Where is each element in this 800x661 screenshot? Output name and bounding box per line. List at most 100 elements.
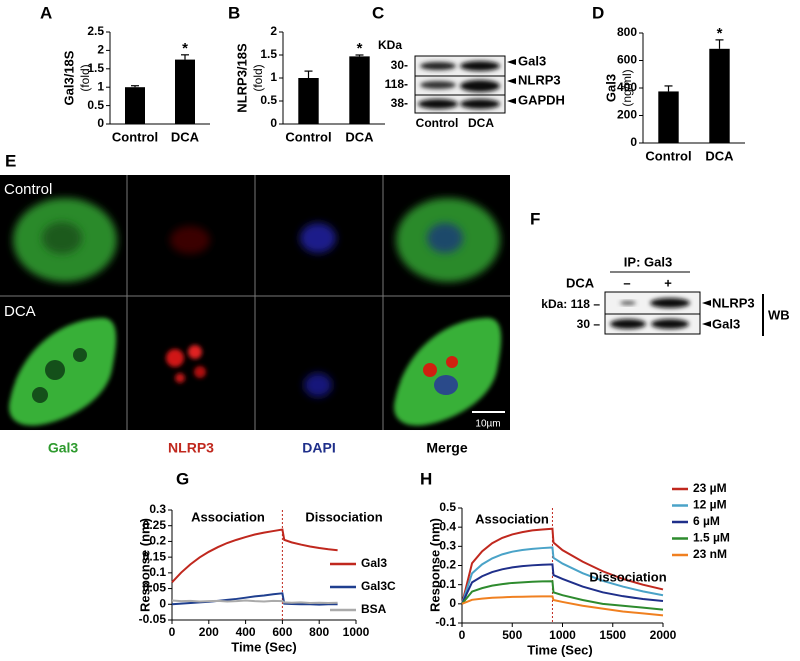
y-tick-label: -0.05 [139, 612, 167, 626]
y-tick-label: 0.5 [260, 93, 277, 107]
x-tick-label: 1500 [599, 628, 626, 642]
y-tick-label: 0.5 [87, 98, 104, 112]
y-axis-title: Gal3 [603, 74, 618, 102]
blot-marker: 30- [391, 58, 408, 72]
cell-vacuole [32, 387, 48, 403]
y-tick-label: 1.5 [260, 47, 277, 61]
x-axis-title: Time (Sec) [527, 642, 593, 657]
panel-e: E Control DCA 10µm Gal3 NLRP3 DAPI [0, 151, 510, 456]
phase-label: Association [191, 509, 265, 524]
nlrp3-spot [166, 349, 184, 367]
panel-letter: A [40, 3, 52, 22]
blot-band [610, 319, 646, 329]
phase-label: Dissociation [305, 509, 382, 524]
blot-band [650, 298, 690, 308]
y-axis-title: Response (nm) [427, 518, 442, 612]
panel-letter: H [420, 469, 432, 488]
lane-sign: + [664, 275, 672, 290]
cell-dapi [304, 373, 332, 397]
blot-marker: 30 – [577, 317, 601, 331]
series-line [171, 599, 338, 605]
blot-band-label: Gal3 [518, 53, 546, 68]
arrowhead [702, 321, 711, 327]
blot-band [420, 81, 456, 89]
legend-label: 1.5 µM [693, 531, 730, 545]
x-tick-label: DCA [345, 129, 374, 144]
cell-vacuole [45, 360, 65, 380]
x-tick-label: DCA [171, 129, 200, 144]
y-tick-label: 200 [617, 108, 637, 122]
y-tick-label: 0.3 [439, 539, 456, 553]
merge-nucleus [434, 375, 458, 395]
y-tick-label: 800 [617, 25, 637, 39]
blot-band [651, 319, 689, 329]
y-tick-label: 2 [97, 43, 104, 57]
row-label: Control [4, 181, 52, 198]
y-tick-label: 0.05 [143, 581, 167, 595]
blot-band [460, 80, 500, 92]
blot-band [620, 301, 636, 305]
treatment-label: DCA [566, 275, 595, 290]
y-tick-label: 400 [617, 80, 637, 94]
y-tick-label: 0.3 [149, 502, 166, 516]
y-tick-label: 0 [270, 116, 277, 130]
cell-merge-nucleus [427, 223, 463, 253]
y-axis-title: (fold) [251, 64, 265, 91]
legend-label: BSA [361, 602, 387, 616]
y-axis-title: Gal3/18S [61, 50, 76, 105]
x-tick-label: DCA [705, 148, 734, 163]
blot-band [460, 99, 500, 109]
y-tick-label: 0.25 [143, 518, 167, 532]
y-tick-label: 0 [630, 135, 637, 149]
blot-lane-label: DCA [468, 116, 494, 130]
x-tick-label: 1000 [343, 625, 370, 639]
x-tick-label: Control [112, 129, 158, 144]
x-tick-label: 2000 [650, 628, 677, 642]
method-label: WB [768, 307, 790, 322]
series-line [461, 546, 664, 605]
legend-label: 6 µM [693, 514, 720, 528]
significance-mark: * [717, 25, 723, 42]
cell-dapi [300, 223, 336, 253]
phase-label: Dissociation [589, 569, 666, 584]
legend-label: 23 µM [693, 481, 727, 495]
legend-label: 23 nM [693, 547, 727, 561]
legend-label: Gal3C [361, 579, 396, 593]
nlrp3-spot [194, 366, 206, 378]
x-tick-label: Control [645, 148, 691, 163]
blot-band-label: GAPDH [518, 92, 565, 107]
channel-label: NLRP3 [168, 440, 214, 456]
x-tick-label: 0 [459, 628, 466, 642]
panel-f: F IP: Gal3 DCA – + kDa: 118 – 30 – NLRP3… [530, 209, 790, 336]
x-tick-label: 200 [199, 625, 219, 639]
merge-spot [446, 356, 458, 368]
y-tick-label: 0.5 [439, 500, 456, 514]
panel-letter: G [176, 469, 189, 488]
series-line [171, 528, 338, 583]
y-tick-label: 0 [449, 596, 456, 610]
y-tick-label: 0.2 [439, 558, 456, 572]
x-tick-label: Control [285, 129, 331, 144]
y-axis-title: NLRP3/18S [234, 43, 249, 113]
legend-label: Gal3 [361, 556, 387, 570]
y-tick-label: 0.4 [439, 519, 456, 533]
ip-label: IP: Gal3 [624, 254, 672, 269]
blot-unit: KDa [378, 38, 402, 52]
blot-marker: 118- [385, 77, 408, 91]
cell-nucleus [42, 222, 82, 254]
arrowhead [507, 59, 516, 65]
blot-marker: 38- [391, 96, 408, 110]
cell-merge [394, 317, 502, 426]
cell-nlrp3 [170, 226, 210, 254]
x-tick-label: 500 [502, 628, 522, 642]
y-tick-label: 600 [617, 53, 637, 67]
blot-lane-label: Control [416, 116, 459, 130]
y-tick-label: 0 [97, 116, 104, 130]
panel-letter: C [372, 3, 384, 22]
channel-label: Merge [426, 440, 467, 456]
arrowhead [507, 98, 516, 104]
blot-marker: kDa: 118 – [541, 297, 600, 311]
panel-letter: E [5, 151, 16, 170]
y-tick-label: 0 [159, 596, 166, 610]
x-tick-label: 0 [169, 625, 176, 639]
